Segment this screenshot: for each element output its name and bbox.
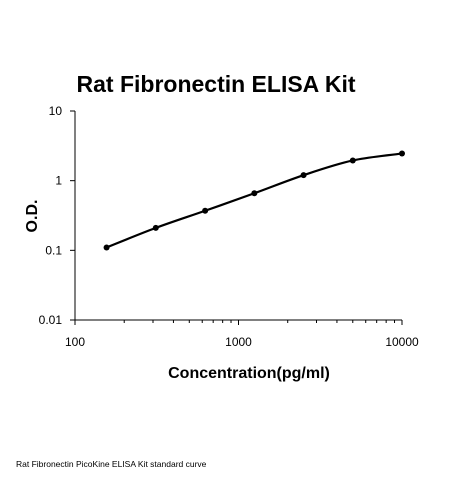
series-line [106, 152, 403, 249]
data-point [103, 244, 110, 251]
y-tick-label: 0.01 [39, 313, 63, 327]
figure-caption: Rat Fibronectin PicoKine ELISA Kit stand… [16, 459, 207, 469]
data-point [349, 157, 356, 164]
x-tick-label: 100 [65, 335, 85, 349]
data-point [399, 150, 405, 157]
data-point [300, 172, 307, 179]
x-tick-label: 10000 [385, 335, 419, 349]
x-tick-label: 1000 [225, 335, 252, 349]
y-tick-label: 10 [49, 104, 63, 118]
data-point [152, 224, 159, 231]
axes: 100 1000 10000 0.01 0.1 1 10 [39, 104, 419, 349]
plot-area [103, 150, 405, 251]
chart-title: Rat Fibronectin ELISA Kit [77, 71, 356, 97]
y-tick-label: 1 [55, 174, 62, 188]
data-point [202, 207, 209, 214]
data-point [251, 190, 258, 197]
x-axis-label: Concentration(pg/ml) [168, 365, 330, 382]
y-axis-label: O.D. [24, 200, 41, 233]
y-tick-label: 0.1 [45, 243, 62, 257]
